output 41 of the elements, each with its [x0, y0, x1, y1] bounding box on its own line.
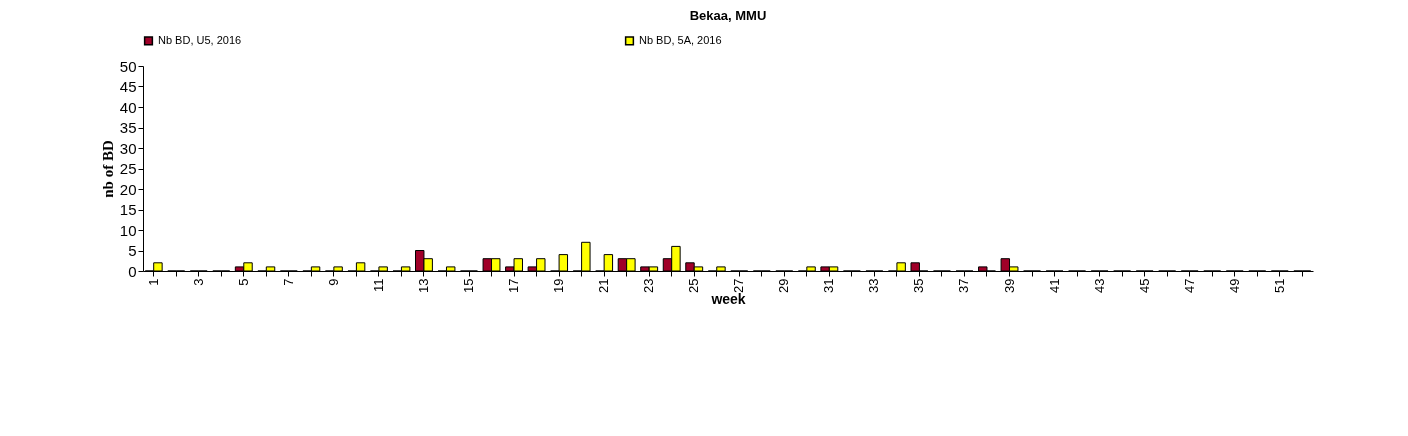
x-tick-label: 51	[1271, 278, 1287, 293]
x-tick-label: 27	[731, 278, 747, 293]
x-tick-label: 13	[415, 278, 431, 293]
y-tick-label: 25	[119, 160, 137, 177]
y-tick-label: 5	[128, 242, 137, 259]
x-tick-label: 33	[866, 278, 882, 293]
y-tick-label: 15	[119, 201, 137, 218]
x-tick-label: 47	[1181, 278, 1197, 293]
x-tick-label: 41	[1046, 278, 1062, 293]
x-tick-label: 11	[370, 278, 386, 292]
x-tick-label: 49	[1226, 278, 1242, 293]
x-tick-label: 21	[596, 278, 612, 293]
y-tick-label: 0	[128, 262, 137, 280]
x-tick-label: 31	[821, 278, 837, 293]
legend-label: Nb BD, U5, 2016	[158, 33, 242, 46]
x-tick-label: 7	[280, 278, 296, 286]
x-tick-label: 15	[461, 278, 476, 293]
x-tick-label: 19	[551, 278, 567, 293]
x-tick-label: 45	[1136, 278, 1152, 293]
x-tick-label: 5	[235, 278, 251, 286]
legend-label: Nb BD, 5A, 2016	[639, 33, 722, 46]
x-tick-label: 25	[686, 278, 702, 293]
y-axis-title: nb of BD	[99, 140, 116, 198]
x-tick-label: 9	[325, 278, 341, 286]
x-tick-label: 37	[956, 278, 972, 293]
x-tick-label: 23	[641, 278, 657, 293]
x-tick-label: 17	[506, 278, 522, 293]
y-tick-label: 10	[119, 221, 137, 239]
x-tick-label: 43	[1091, 278, 1107, 293]
y-tick-label: 40	[119, 98, 137, 116]
y-tick-label: 20	[119, 180, 137, 198]
x-tick-label: 1	[145, 278, 161, 286]
x-tick-label: 29	[776, 278, 792, 293]
y-tick-label: 35	[119, 119, 137, 136]
y-tick-label: 30	[119, 139, 137, 157]
y-tick-label: 45	[119, 78, 137, 95]
chart-title: Bekaa, MMU	[689, 8, 767, 23]
y-tick-label: 50	[119, 57, 137, 75]
x-tick-label: 39	[1001, 278, 1017, 293]
x-tick-label: 3	[190, 278, 206, 286]
x-tick-label: 35	[911, 278, 927, 293]
